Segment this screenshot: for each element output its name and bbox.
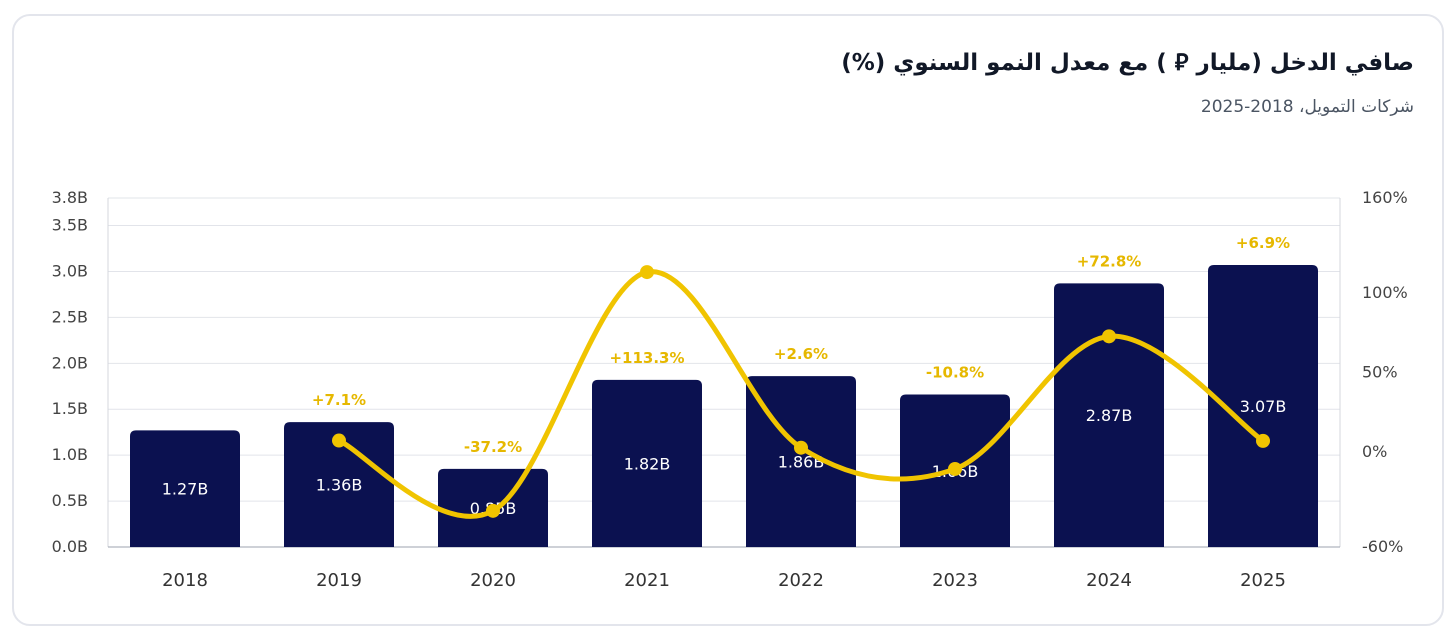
left-tick-label: 3.5B [52, 216, 88, 235]
right-tick-label: 50% [1362, 363, 1398, 382]
growth-line-series [332, 265, 1270, 519]
x-tick-label: 2020 [470, 570, 516, 591]
bar-value-label: 3.07B [1240, 397, 1287, 416]
growth-value-labels: +7.1% -37.2% +113.3% +2.6% -10.8% +72.8% +6.9% [312, 234, 1290, 456]
bar-value-label: 1.36B [316, 476, 363, 495]
growth-value-label: +6.9% [1236, 234, 1290, 252]
growth-point [948, 461, 962, 476]
x-tick-label: 2025 [1240, 570, 1286, 591]
x-axis-ticks: 2018 2019 2020 2021 2022 2023 2024 2025 [162, 570, 1286, 591]
growth-value-label: -10.8% [926, 364, 984, 382]
x-tick-label: 2022 [778, 570, 824, 591]
left-tick-label: 1.5B [52, 399, 88, 418]
left-tick-label: 0.0B [52, 537, 88, 556]
growth-point [794, 440, 808, 455]
chart-title: صافي الدخل (مليار ⃁ ) مع معدل النمو السن… [841, 50, 1414, 76]
x-tick-label: 2019 [316, 570, 362, 591]
x-tick-label: 2021 [624, 570, 670, 591]
right-tick-label: 160% [1362, 188, 1408, 207]
right-tick-label: 100% [1362, 283, 1408, 302]
bar-value-label: 2.87B [1086, 406, 1133, 425]
left-tick-label: 1.0B [52, 445, 88, 464]
bar-value-label: 1.27B [162, 480, 209, 499]
right-tick-label: 0% [1362, 442, 1387, 461]
growth-value-label: +7.1% [312, 391, 366, 409]
bar [592, 379, 702, 547]
bar-value-label: 1.82B [624, 454, 671, 473]
chart-card [12, 14, 1444, 626]
bar [130, 430, 240, 547]
bar [284, 422, 394, 547]
left-axis-ticks: 0.0B 0.5B 1.0B 1.5B 2.0B 2.5B 3.0B 3.5B 3.8B [52, 188, 88, 556]
growth-point [332, 433, 346, 448]
x-tick-label: 2018 [162, 570, 208, 591]
growth-value-label: -37.2% [464, 438, 522, 456]
left-tick-label: 0.5B [52, 491, 88, 510]
bar-series [130, 265, 1318, 547]
growth-value-label: +2.6% [774, 345, 828, 363]
growth-value-label: +72.8% [1077, 252, 1142, 270]
left-tick-label: 2.5B [52, 307, 88, 326]
growth-value-label: +113.3% [609, 349, 684, 367]
left-tick-label: 3.0B [52, 261, 88, 280]
x-tick-label: 2023 [932, 570, 978, 591]
growth-point [486, 503, 500, 518]
left-tick-label: 2.0B [52, 353, 88, 372]
right-axis-ticks: -60% 0% 50% 100% 160% [1362, 188, 1408, 556]
left-tick-label: 3.8B [52, 188, 88, 207]
growth-point [640, 265, 654, 280]
growth-point [1102, 329, 1116, 344]
chart-subtitle: شركات التمويل، 2018-2025 [1200, 97, 1414, 117]
bar [1208, 265, 1318, 547]
growth-point [1256, 433, 1270, 448]
x-tick-label: 2024 [1086, 570, 1132, 591]
right-tick-label: -60% [1362, 537, 1403, 556]
